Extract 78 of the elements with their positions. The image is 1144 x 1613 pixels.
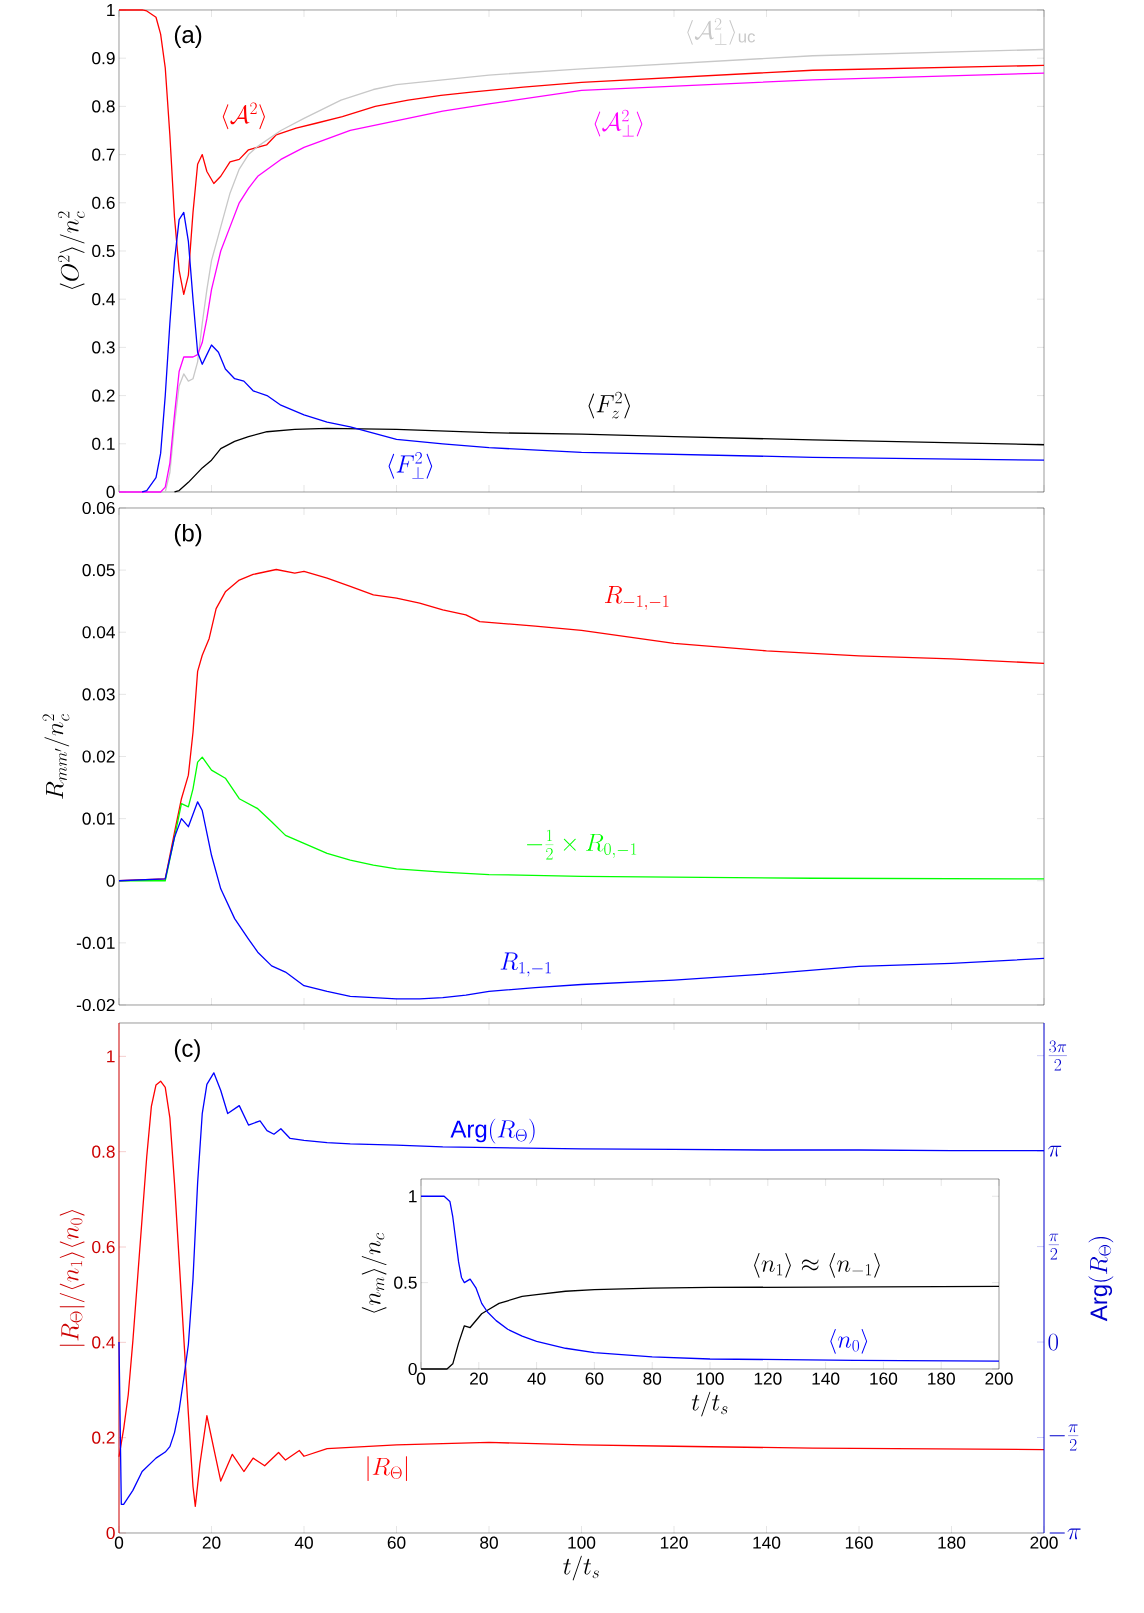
- y-tick-label: 0.01: [82, 812, 115, 825]
- x-axis-title: $t/t_s$: [563, 1555, 599, 1581]
- x-tick-label: 80: [480, 1536, 498, 1549]
- y-tick-label: 0: [408, 1362, 417, 1376]
- x-axis-title: $t/t_s$: [691, 1391, 728, 1417]
- y-tick-label: 1: [409, 1190, 417, 1203]
- y-tick-label: 0.6: [92, 196, 115, 209]
- y-tick-label: 0.2: [92, 389, 115, 402]
- y-tick-label: 0.05: [82, 564, 115, 577]
- x-tick-label: 100: [568, 1536, 596, 1549]
- y-tick-label: 0: [106, 874, 115, 887]
- x-tick-label: 120: [754, 1372, 782, 1385]
- x-tick-label: 120: [660, 1536, 688, 1549]
- y-tick-label: 0.7: [92, 148, 115, 161]
- x-tick-label: 0: [416, 1372, 426, 1385]
- series-label: $\langle\mathcal{A}_\perp^2\rangle$: [594, 109, 643, 137]
- x-tick-label: 200: [985, 1372, 1013, 1385]
- x-tick-label: 140: [812, 1372, 840, 1385]
- series-label: $\mathrm{Arg}(R_\Theta)$: [450, 1118, 535, 1144]
- x-tick-label: 160: [870, 1372, 898, 1385]
- y-tick-label: 0.9: [92, 52, 115, 65]
- y2-axis-title: $\mathrm{Arg}(R_\Theta)$: [1088, 1237, 1114, 1322]
- y-tick-label: 0.02: [82, 750, 115, 763]
- y-axis-title: $R_{mm'}/n_c^2$: [42, 714, 70, 799]
- y-tick-label: 0.3: [92, 341, 115, 354]
- y2-tick-label: $\frac{3\pi}{2}$: [1048, 1040, 1067, 1071]
- y-tick-label: 1: [107, 4, 115, 16]
- series-label: $-\frac{1}{2}\times R_{0,-1}$: [527, 829, 637, 860]
- x-tick-label: 40: [294, 1536, 313, 1549]
- y-tick-label: 0.5: [92, 244, 115, 258]
- y-tick-label: 0.1: [92, 437, 115, 450]
- series-label: $\langle F_z^2\rangle$: [588, 391, 630, 419]
- y-tick-label: 1: [107, 1050, 115, 1063]
- line-series: [118, 9, 1045, 296]
- y-tick-label: 0.8: [92, 100, 115, 113]
- y-tick-label: 0.8: [92, 1145, 115, 1158]
- x-tick-label: 60: [585, 1372, 604, 1385]
- x-tick-label: 20: [202, 1536, 221, 1549]
- x-tick-label: 40: [527, 1372, 546, 1385]
- series-label: $\langle n_1\rangle\approx\langle n_{-1}\rangle$: [754, 1252, 880, 1278]
- series-label: $\langle F_\perp^2\rangle$: [388, 452, 433, 479]
- y2-tick-label: $\frac{\pi}{2}$: [1048, 1233, 1059, 1260]
- x-tick-label: 60: [387, 1536, 406, 1549]
- annotation: (a): [174, 25, 202, 48]
- x-tick-label: 140: [753, 1536, 781, 1549]
- y-tick-label: 0.4: [92, 1336, 115, 1349]
- y-tick-label: 0.4: [92, 293, 115, 306]
- line-series: [118, 801, 1045, 1000]
- y-tick-label: 0.04: [82, 626, 115, 639]
- annotation: (b): [174, 523, 202, 547]
- y-tick-label: 0.03: [82, 688, 115, 701]
- y2-tick-label: $-\frac{\pi}{2}$: [1049, 1424, 1079, 1451]
- y-axis-title: $\langle n_m\rangle/n_c$: [361, 1233, 387, 1313]
- y-tick-label: 0: [106, 485, 115, 499]
- y-axis-title: $|R_\Theta|/\langle n_1\rangle\langle n_0\rangle$: [59, 1210, 85, 1346]
- series-label: $\langle n_0\rangle$: [830, 1328, 868, 1354]
- annotation: (c): [174, 1039, 200, 1062]
- y-tick-label: -0.01: [76, 936, 115, 949]
- y2-tick-label: $\pi$: [1048, 1145, 1062, 1157]
- text: $R_{-1,-1}$: [604, 586, 669, 611]
- y-tick-label: 0.06: [82, 501, 115, 515]
- y-axis-title: $\langle O^2\rangle/n_c^2$: [57, 211, 85, 289]
- y-tick-label: 0.6: [92, 1240, 115, 1254]
- series-label: $|R_\Theta|$: [367, 1456, 407, 1482]
- y-tick-label: 0.5: [394, 1276, 417, 1289]
- line-series: [141, 211, 1045, 493]
- x-tick-label: 100: [696, 1372, 724, 1385]
- x-tick-label: 80: [643, 1372, 662, 1385]
- series-label: $\langle\mathcal{A}^2\rangle$: [222, 102, 265, 130]
- y-tick-label: -0.02: [76, 998, 115, 1012]
- y2-tick-label: $0$: [1048, 1333, 1058, 1351]
- x-tick-label: 160: [845, 1536, 873, 1549]
- y-tick-label: 0.2: [92, 1431, 115, 1444]
- y-tick-label: 0: [106, 1526, 115, 1540]
- x-tick-label: 180: [938, 1536, 966, 1549]
- x-tick-label: 20: [470, 1372, 488, 1385]
- series-label: $R_{1,-1}$: [500, 952, 551, 977]
- x-tick-label: 180: [928, 1372, 955, 1385]
